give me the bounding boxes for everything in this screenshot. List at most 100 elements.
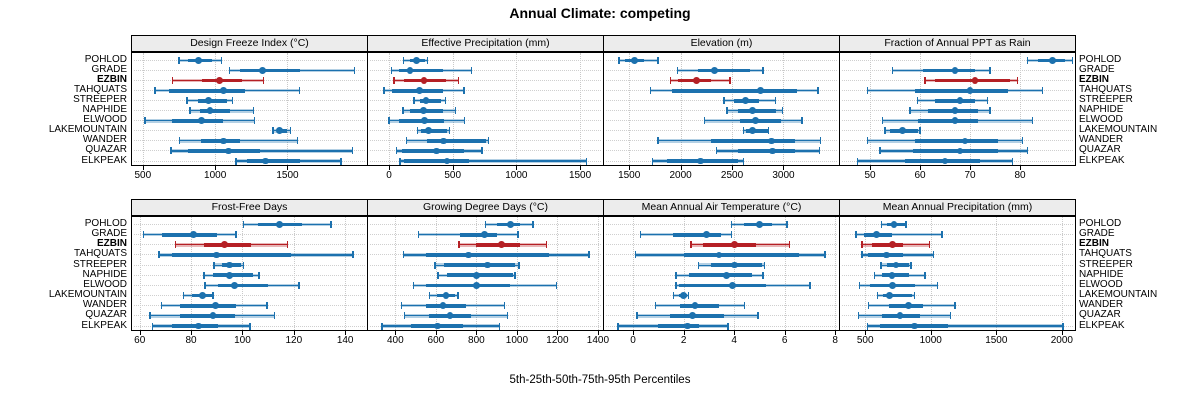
row-guide-line	[842, 224, 1073, 225]
whisker-cap	[203, 271, 205, 279]
grid-line-vertical	[597, 217, 599, 330]
x-axis-tick-label: 4	[731, 335, 737, 346]
iqr-box-25-75	[746, 128, 768, 133]
whisker-cap	[762, 67, 764, 75]
whisker-cap	[857, 312, 860, 320]
median-dot	[226, 261, 233, 269]
whisker-cap	[703, 117, 705, 125]
median-dot	[896, 312, 904, 320]
x-axis-tick-label: 600	[427, 335, 445, 346]
x-axis-tick-label: 1000	[505, 170, 528, 181]
x-axis-tick-label: 2500	[720, 170, 744, 181]
site-label-right: STREEPER	[1079, 258, 1133, 270]
panel-strip: Effective Precipitation (mm)	[367, 35, 604, 52]
median-dot	[425, 127, 432, 135]
whisker-cap	[817, 87, 819, 95]
whisker-cap	[989, 67, 991, 75]
panel	[839, 52, 1076, 166]
whisker-cap	[403, 312, 406, 320]
whisker-cap	[273, 312, 276, 320]
iqr-box-25-75	[679, 303, 719, 308]
chart-title: Annual Climate: competing	[509, 5, 691, 21]
row-guide-line	[842, 60, 1073, 61]
grid-line-vertical	[516, 217, 518, 330]
whisker-cap	[1031, 117, 1034, 125]
grid-line-vertical	[633, 217, 635, 330]
whisker-cap	[514, 271, 516, 279]
iqr-box-25-75	[425, 283, 510, 288]
row-guide-line	[606, 110, 837, 112]
row-guide-line	[842, 295, 1073, 297]
median-dot	[966, 87, 974, 95]
median-dot	[199, 292, 207, 299]
site-label-right: ELKPEAK	[1079, 154, 1125, 166]
whisker-cap	[818, 147, 821, 155]
whisker-cap	[457, 77, 460, 85]
iqr-box-25-75	[683, 253, 799, 257]
whisker-cap	[913, 292, 916, 300]
median-dot	[951, 117, 959, 125]
site-label-right: NAPHIDE	[1079, 268, 1124, 280]
iqr-box-25-75	[739, 118, 781, 123]
whisker-cap	[726, 107, 728, 115]
x-axis-tick-label: 1500	[276, 170, 299, 181]
whisker-cap	[924, 271, 926, 279]
iqr-box-25-75	[419, 98, 442, 103]
row-guide-line	[842, 305, 1073, 307]
iqr-box-25-75	[179, 313, 235, 318]
site-label-left: QUAZAR	[85, 309, 127, 321]
whisker-cap	[1021, 137, 1024, 145]
whisker-cap	[416, 127, 419, 135]
row-guide-line	[606, 60, 837, 61]
whisker-cap	[905, 221, 907, 228]
whisker-cap	[429, 292, 431, 300]
median-dot	[472, 271, 480, 279]
row-guide-line	[842, 274, 1073, 276]
whisker-cap	[228, 67, 231, 75]
grid-line-vertical	[629, 53, 631, 165]
x-axis-tick	[970, 166, 971, 170]
median-dot	[262, 157, 270, 165]
iqr-box-25-75	[404, 159, 470, 163]
panel-strip: Fraction of Annual PPT as Rain	[839, 35, 1076, 52]
grid-line-vertical	[557, 217, 559, 330]
median-dot	[730, 261, 738, 269]
panel-strip-title: Effective Precipitation (mm)	[421, 37, 550, 49]
x-axis-tick	[476, 331, 478, 335]
site-label-left: ELKPEAK	[81, 319, 127, 331]
whisker-cap	[873, 271, 876, 279]
whisker-cap	[151, 322, 154, 330]
site-label-right: ELKPEAK	[1079, 319, 1125, 331]
site-label-left: WANDER	[82, 134, 127, 146]
whisker-cap	[388, 117, 390, 125]
x-axis-tick-label: 60	[914, 170, 926, 181]
panel	[131, 216, 368, 331]
whisker-cap	[154, 87, 156, 95]
grid-line-vertical	[783, 53, 785, 165]
x-axis-tick	[633, 331, 635, 335]
iqr-box-25-75	[912, 149, 998, 153]
median-dot	[507, 221, 515, 228]
row-guide-line	[842, 234, 1073, 236]
x-axis-tick-label: 70	[964, 170, 976, 181]
whisker-cap	[400, 302, 403, 310]
row-guide-line	[606, 295, 837, 297]
x-axis-tick	[516, 166, 518, 170]
whisker-cap	[867, 302, 870, 310]
whisker-cap	[448, 127, 451, 135]
panel	[367, 216, 604, 331]
x-axis-tick	[835, 331, 837, 335]
grid-line-vertical	[452, 53, 454, 165]
median-dot	[872, 231, 880, 239]
whisker-cap	[729, 77, 731, 85]
whisker-cap	[464, 117, 466, 125]
median-dot	[276, 127, 283, 135]
median-dot	[951, 107, 959, 115]
median-dot	[756, 221, 763, 228]
row-guide-line	[370, 130, 601, 132]
panel-strip-title: Frost-Free Days	[211, 201, 288, 213]
site-label-left: ELWOOD	[83, 278, 127, 290]
site-label-right: POHLOD	[1079, 54, 1122, 65]
whisker-cap	[617, 322, 619, 330]
